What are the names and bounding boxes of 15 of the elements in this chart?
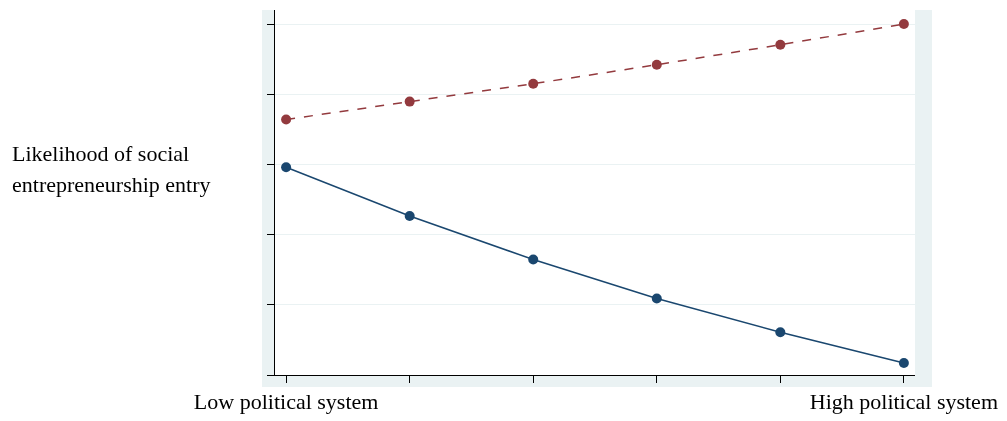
point bbox=[898, 19, 909, 30]
point bbox=[281, 162, 292, 173]
point bbox=[528, 78, 539, 89]
x-tick-label: High political system bbox=[809, 389, 998, 415]
point bbox=[281, 114, 292, 125]
point bbox=[775, 327, 786, 338]
x-tick-label: Low political system bbox=[193, 389, 379, 415]
point bbox=[404, 96, 415, 107]
point bbox=[898, 358, 909, 369]
point bbox=[651, 59, 662, 70]
point bbox=[775, 39, 786, 50]
y-axis-title: Likelihood of social entrepreneurship entry bbox=[12, 140, 212, 199]
point bbox=[528, 254, 539, 265]
point bbox=[404, 211, 415, 222]
point bbox=[651, 293, 662, 304]
